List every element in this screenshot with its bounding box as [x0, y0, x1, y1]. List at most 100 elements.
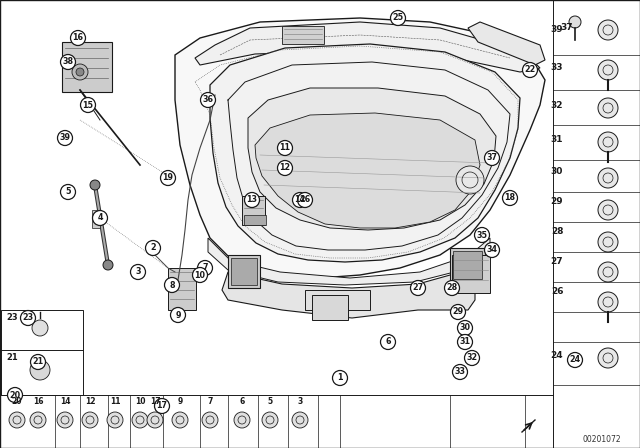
- Bar: [231, 258, 257, 285]
- Text: 20: 20: [10, 391, 20, 400]
- Circle shape: [458, 320, 472, 336]
- Polygon shape: [175, 18, 545, 278]
- Polygon shape: [468, 22, 545, 65]
- Circle shape: [522, 63, 538, 78]
- Circle shape: [502, 190, 518, 206]
- Circle shape: [456, 166, 484, 194]
- Text: 24: 24: [550, 350, 563, 359]
- Text: 7: 7: [202, 263, 208, 272]
- Circle shape: [484, 242, 499, 258]
- Text: 26: 26: [300, 195, 310, 204]
- Circle shape: [598, 132, 618, 152]
- Polygon shape: [450, 248, 485, 282]
- Circle shape: [381, 335, 396, 349]
- Polygon shape: [312, 295, 348, 320]
- Circle shape: [193, 267, 207, 283]
- Text: 31: 31: [551, 135, 563, 145]
- Circle shape: [598, 98, 618, 118]
- Circle shape: [81, 98, 95, 112]
- Circle shape: [234, 412, 250, 428]
- Circle shape: [76, 68, 84, 76]
- Text: 16: 16: [33, 397, 44, 406]
- Text: 23: 23: [22, 314, 33, 323]
- Polygon shape: [242, 196, 265, 225]
- Circle shape: [598, 20, 618, 40]
- Text: 19: 19: [163, 173, 173, 182]
- Text: 10: 10: [135, 397, 145, 406]
- Circle shape: [598, 232, 618, 252]
- Circle shape: [131, 264, 145, 280]
- Circle shape: [200, 92, 216, 108]
- Text: 1: 1: [337, 374, 343, 383]
- Text: 21: 21: [33, 358, 44, 366]
- Circle shape: [598, 348, 618, 368]
- Text: 18: 18: [504, 194, 516, 202]
- Circle shape: [170, 307, 186, 323]
- Circle shape: [568, 353, 582, 367]
- Circle shape: [598, 168, 618, 188]
- Text: 5: 5: [268, 397, 273, 406]
- Circle shape: [484, 151, 499, 165]
- Circle shape: [61, 185, 76, 199]
- Polygon shape: [255, 113, 480, 228]
- Circle shape: [292, 193, 307, 207]
- Text: 12: 12: [280, 164, 291, 172]
- Circle shape: [202, 412, 218, 428]
- Text: 2: 2: [150, 244, 156, 253]
- Circle shape: [172, 412, 188, 428]
- Text: 36: 36: [202, 95, 214, 104]
- Text: 8: 8: [169, 280, 175, 289]
- Circle shape: [598, 262, 618, 282]
- Text: 4: 4: [97, 214, 103, 223]
- Circle shape: [474, 228, 490, 242]
- Circle shape: [262, 412, 278, 428]
- Polygon shape: [208, 238, 490, 285]
- Bar: [168, 268, 196, 310]
- Circle shape: [390, 10, 406, 26]
- Circle shape: [298, 193, 312, 207]
- Text: 33: 33: [454, 367, 465, 376]
- Circle shape: [61, 55, 76, 69]
- Circle shape: [451, 305, 465, 319]
- Text: 23: 23: [6, 314, 18, 323]
- Text: 26: 26: [551, 288, 563, 297]
- Circle shape: [70, 30, 86, 46]
- Text: 9: 9: [175, 310, 180, 319]
- Text: 10: 10: [195, 271, 205, 280]
- Circle shape: [93, 211, 108, 225]
- Text: 6: 6: [239, 397, 244, 406]
- Circle shape: [410, 280, 426, 296]
- Text: 11: 11: [280, 143, 291, 152]
- Text: 27: 27: [550, 258, 563, 267]
- Polygon shape: [248, 88, 496, 230]
- Text: 3: 3: [298, 397, 303, 406]
- Circle shape: [31, 354, 45, 370]
- Text: 30: 30: [551, 168, 563, 177]
- Bar: [452, 255, 490, 293]
- Text: 37: 37: [561, 23, 573, 33]
- Text: 37: 37: [486, 154, 497, 163]
- Circle shape: [147, 412, 163, 428]
- Circle shape: [20, 310, 35, 326]
- Circle shape: [32, 320, 48, 336]
- Text: 21: 21: [6, 353, 18, 362]
- Circle shape: [598, 60, 618, 80]
- Bar: [453, 251, 482, 279]
- Polygon shape: [222, 270, 475, 318]
- Text: 39: 39: [550, 26, 563, 34]
- Circle shape: [82, 412, 98, 428]
- Circle shape: [598, 200, 618, 220]
- Circle shape: [30, 360, 50, 380]
- Circle shape: [333, 370, 348, 385]
- Circle shape: [72, 64, 88, 80]
- Bar: [282, 26, 324, 44]
- Text: 17: 17: [157, 401, 168, 410]
- Circle shape: [278, 141, 292, 155]
- Text: 16: 16: [72, 34, 83, 43]
- Circle shape: [598, 292, 618, 312]
- Bar: [92, 210, 100, 228]
- Circle shape: [103, 260, 113, 270]
- Circle shape: [145, 241, 161, 255]
- Circle shape: [107, 412, 123, 428]
- Text: 15: 15: [83, 100, 93, 109]
